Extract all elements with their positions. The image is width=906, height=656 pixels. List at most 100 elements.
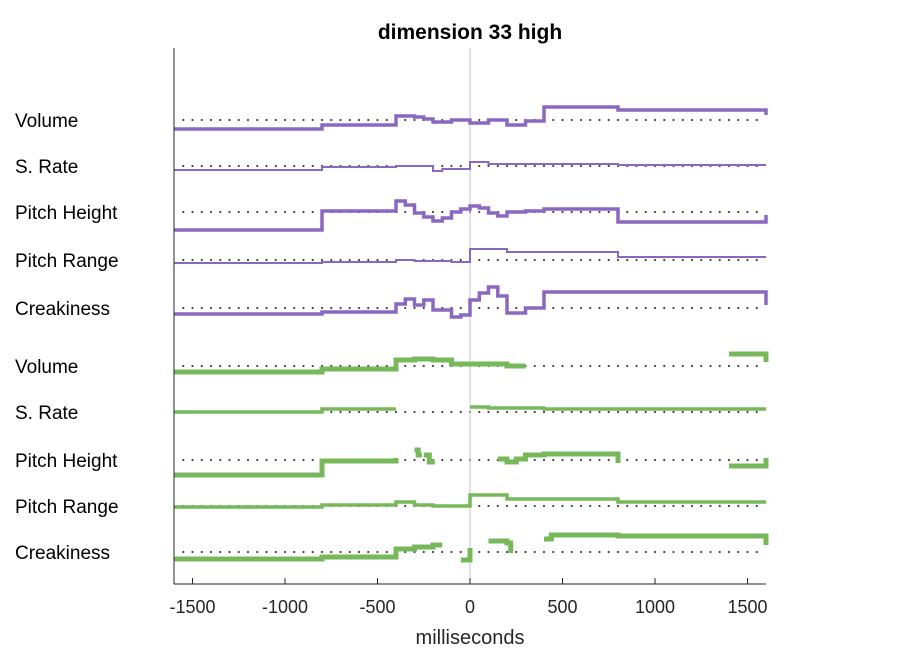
baseline-dot [237,258,240,262]
baseline-dot [552,458,555,462]
baseline-dot [598,210,601,214]
baseline-dot [422,364,425,368]
baseline-dot [561,306,564,310]
baseline-dot [496,550,499,554]
row-label: Volume [15,357,78,378]
baseline-dot [690,118,694,122]
baseline-dot [690,210,694,214]
baseline-dot [302,458,305,462]
baseline-dot [404,410,407,414]
baseline-dot [311,306,314,310]
baseline-dot [191,210,194,214]
x-tick-label: 1000 [635,597,675,617]
baseline-dot [570,458,573,462]
baseline-dot [709,410,712,414]
baseline-dot [718,364,721,368]
baseline-dot [607,364,610,368]
baseline-dot [200,210,203,214]
baseline-dot [459,410,462,414]
baseline-dot [589,550,592,554]
baseline-dot [422,306,425,310]
baseline-dot [626,410,629,414]
baseline-dot [191,164,194,168]
series-line-green [174,458,399,478]
baseline-dot [681,210,684,214]
baseline-dot [404,306,407,310]
baseline-dot [357,410,361,414]
baseline-dot [681,118,684,122]
baseline-dot [385,118,388,122]
baseline-dot [663,458,666,462]
baseline-dot [450,458,453,462]
baseline-dot [265,458,268,462]
baseline-dot [570,364,573,368]
baseline-dot [552,306,555,310]
baseline-dot [570,410,573,414]
baseline-dot [496,258,499,262]
baseline-dot [478,458,481,462]
baseline-dot [376,118,379,122]
baseline-dot [302,164,305,168]
baseline-dot [644,550,647,554]
baseline-dot [441,410,444,414]
x-tick-label: 500 [547,597,577,617]
baseline-dot [709,550,712,554]
baseline-dot [579,458,583,462]
baseline-dot [663,364,666,368]
baseline-dot [256,364,259,368]
baseline-dot [635,258,638,262]
baseline-dot [653,410,657,414]
baseline-dot [755,210,758,214]
baseline-dot [653,504,657,508]
baseline-dot [533,504,536,508]
baseline-dot [367,410,370,414]
baseline-dot [515,164,518,168]
baseline-dot [274,164,277,168]
row-label: Volume [15,111,78,132]
baseline-dot [450,550,453,554]
baseline-dot [626,258,629,262]
baseline-dot [487,550,490,554]
baseline-dot [561,164,564,168]
baseline-dot [626,306,629,310]
baseline-dot [256,258,259,262]
series-line-green [729,458,769,469]
baseline-dot [672,458,675,462]
baseline-dot [681,410,684,414]
baseline-dot [256,164,259,168]
row-labels: Volume S. Rate Pitch Height Pitch Range Crea… [15,111,119,564]
baseline-dot [700,118,703,122]
baseline-dot [219,458,222,462]
baseline-dot [357,550,361,554]
baseline-dot [237,306,240,310]
baseline-dot [598,364,601,368]
baseline-dot [718,504,721,508]
baseline-dot [487,164,490,168]
baseline-dot [542,258,546,262]
baseline-dot [552,210,555,214]
baseline-dot [459,458,462,462]
baseline-dot [579,550,583,554]
baseline-dot [653,306,657,310]
baseline-dot [394,410,398,414]
baseline-dot [598,504,601,508]
baseline-dot [607,258,610,262]
baseline-dot [228,458,231,462]
baseline-dot [274,364,277,368]
baseline-dot [607,410,610,414]
baseline-dot [413,410,416,414]
baseline-dot [293,364,296,368]
baseline-dot [357,306,361,310]
baseline-dot [663,550,666,554]
baseline-dot [209,118,213,122]
baseline-dot [293,164,296,168]
baseline-dot [496,504,499,508]
baseline-dot [672,410,675,414]
baseline-dot [431,364,435,368]
baseline-dot [219,118,222,122]
baseline-dot [330,306,333,310]
baseline-dot [505,410,509,414]
baseline-dot [542,458,546,462]
baseline-dot [644,306,647,310]
